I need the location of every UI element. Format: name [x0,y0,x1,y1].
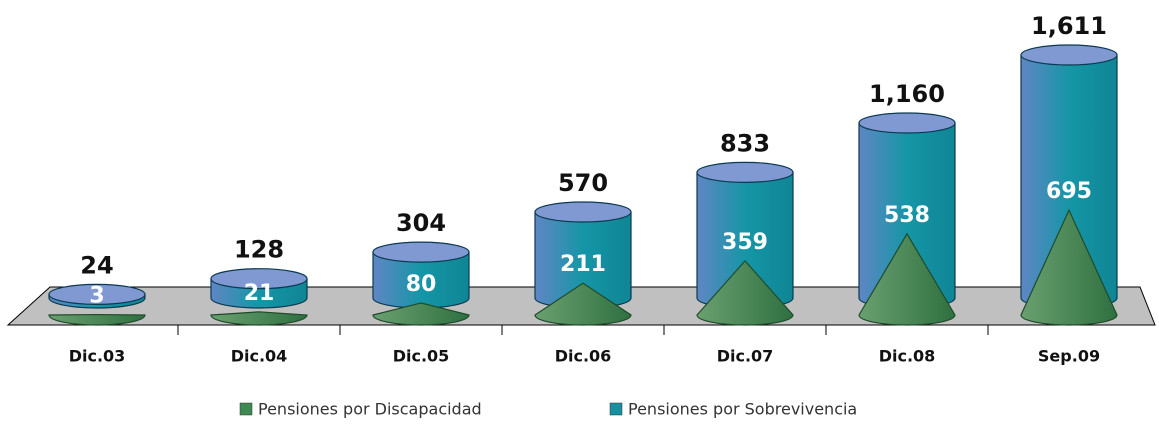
total-label: 1,160 [869,80,945,108]
total-label: 128 [234,236,284,264]
total-label: 24 [80,251,113,279]
cone-label: 359 [722,230,768,255]
cone-label: 211 [560,252,606,277]
cone [210,311,308,326]
x-tick-label: Dic.03 [69,347,126,366]
cone [696,259,794,326]
cylinder-top [210,268,308,290]
cone [48,313,146,326]
total-label: 570 [558,169,608,197]
total-label: 833 [720,129,770,157]
legend-label: Pensiones por Discapacidad [258,400,482,419]
total-label: 1,611 [1031,12,1107,40]
cone [1020,208,1118,326]
cone [534,282,632,326]
legend-swatch [239,402,253,416]
cylinder-top [1020,44,1118,66]
cone-label: 538 [884,203,930,228]
cylinder-top [372,241,470,263]
cone-label: 3 [89,284,104,309]
cone [372,302,470,326]
cylinder-top [534,201,632,223]
cylinder-top [858,112,956,134]
x-tick-label: Dic.07 [717,347,774,366]
cone-label: 80 [406,272,437,297]
legend-swatch [609,402,623,416]
cylinder-top [48,283,146,305]
legend-label: Pensiones por Sobrevivencia [628,400,857,419]
total-label: 304 [396,209,446,237]
cone-label: 21 [244,281,275,306]
cylinder-top [696,161,794,183]
x-tick-label: Dic.06 [555,347,612,366]
x-tick-label: Dic.04 [231,347,288,366]
cone-label: 695 [1046,179,1092,204]
x-tick-label: Sep.09 [1038,347,1100,366]
cone [858,232,956,326]
x-tick-label: Dic.08 [879,347,936,366]
x-tick-label: Dic.05 [393,347,450,366]
